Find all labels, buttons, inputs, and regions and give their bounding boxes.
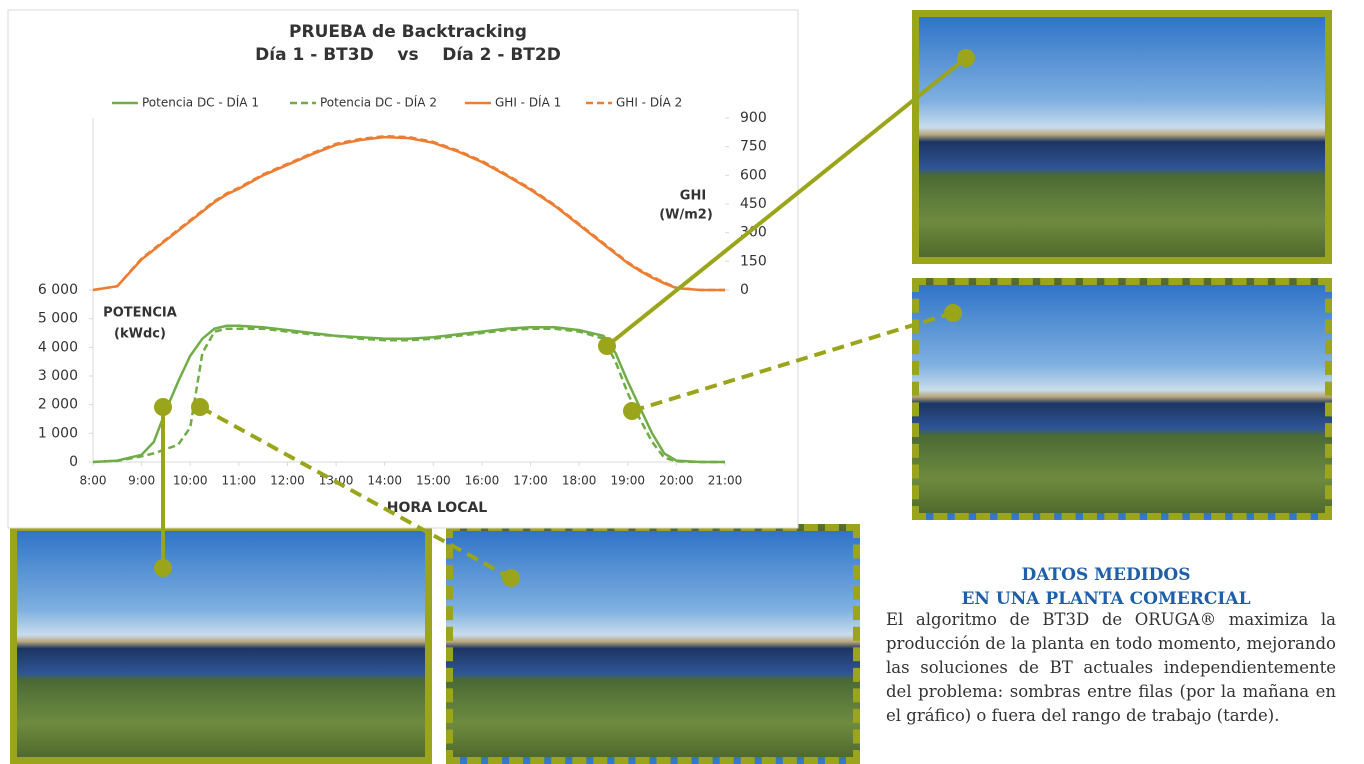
- y2-tick-label: 750: [740, 139, 767, 155]
- x-tick-label: 20:00: [659, 474, 694, 488]
- y2-tick-label: 600: [740, 167, 767, 183]
- chart-frame: [8, 10, 798, 528]
- y2-axis-label: GHI: [680, 189, 706, 204]
- legend-label: GHI - DÍA 1: [495, 95, 561, 110]
- y-tick-label: 1 000: [38, 425, 78, 441]
- x-tick-label: 9:00: [128, 474, 155, 488]
- chart-title: PRUEBA de Backtracking: [289, 22, 527, 42]
- y-tick-label: 2 000: [38, 397, 78, 413]
- x-tick-label: 21:00: [708, 474, 743, 488]
- connector-dot: [625, 404, 639, 418]
- x-tick-label: 14:00: [367, 474, 402, 488]
- y2-tick-label: 0: [740, 282, 749, 298]
- legend-label: GHI - DÍA 2: [616, 95, 682, 110]
- page: DATOS MEDIDOS EN UNA PLANTA COMERCIAL El…: [0, 0, 1364, 762]
- legend-label: Potencia DC - DÍA 2: [320, 95, 437, 110]
- x-axis-label: HORA LOCAL: [387, 500, 488, 516]
- y-axis-label: POTENCIA: [103, 306, 177, 321]
- y-tick-label: 5 000: [38, 311, 78, 327]
- connector-dot: [193, 400, 207, 414]
- legend-label: Potencia DC - DÍA 1: [142, 95, 259, 110]
- x-tick-label: 10:00: [173, 474, 208, 488]
- y2-tick-label: 150: [740, 253, 767, 269]
- y-tick-label: 0: [69, 454, 78, 470]
- y2-tick-label: 450: [740, 196, 767, 212]
- x-tick-label: 15:00: [416, 474, 451, 488]
- y-tick-label: 3 000: [38, 368, 78, 384]
- x-tick-label: 8:00: [80, 474, 107, 488]
- chart-title: Día 1 - BT3D vs Día 2 - BT2D: [255, 45, 561, 65]
- y-tick-label: 4 000: [38, 339, 78, 355]
- x-tick-label: 11:00: [222, 474, 257, 488]
- connector-dot: [959, 51, 973, 65]
- x-tick-label: 16:00: [465, 474, 500, 488]
- y2-axis-label: (W/m2): [659, 208, 713, 223]
- x-tick-label: 18:00: [562, 474, 597, 488]
- x-tick-label: 17:00: [513, 474, 548, 488]
- y-axis-label: (kWdc): [114, 327, 166, 342]
- connector-dot: [946, 306, 960, 320]
- x-tick-label: 19:00: [610, 474, 645, 488]
- x-tick-label: 12:00: [270, 474, 305, 488]
- connector-dot: [156, 561, 170, 575]
- y-tick-label: 6 000: [38, 282, 78, 298]
- connector-dot: [600, 339, 614, 353]
- connector-dot: [504, 571, 518, 585]
- connector-dot: [156, 400, 170, 414]
- chart: PRUEBA de Backtracking Día 1 - BT3D vs D…: [0, 0, 1364, 762]
- y2-tick-label: 900: [740, 110, 767, 126]
